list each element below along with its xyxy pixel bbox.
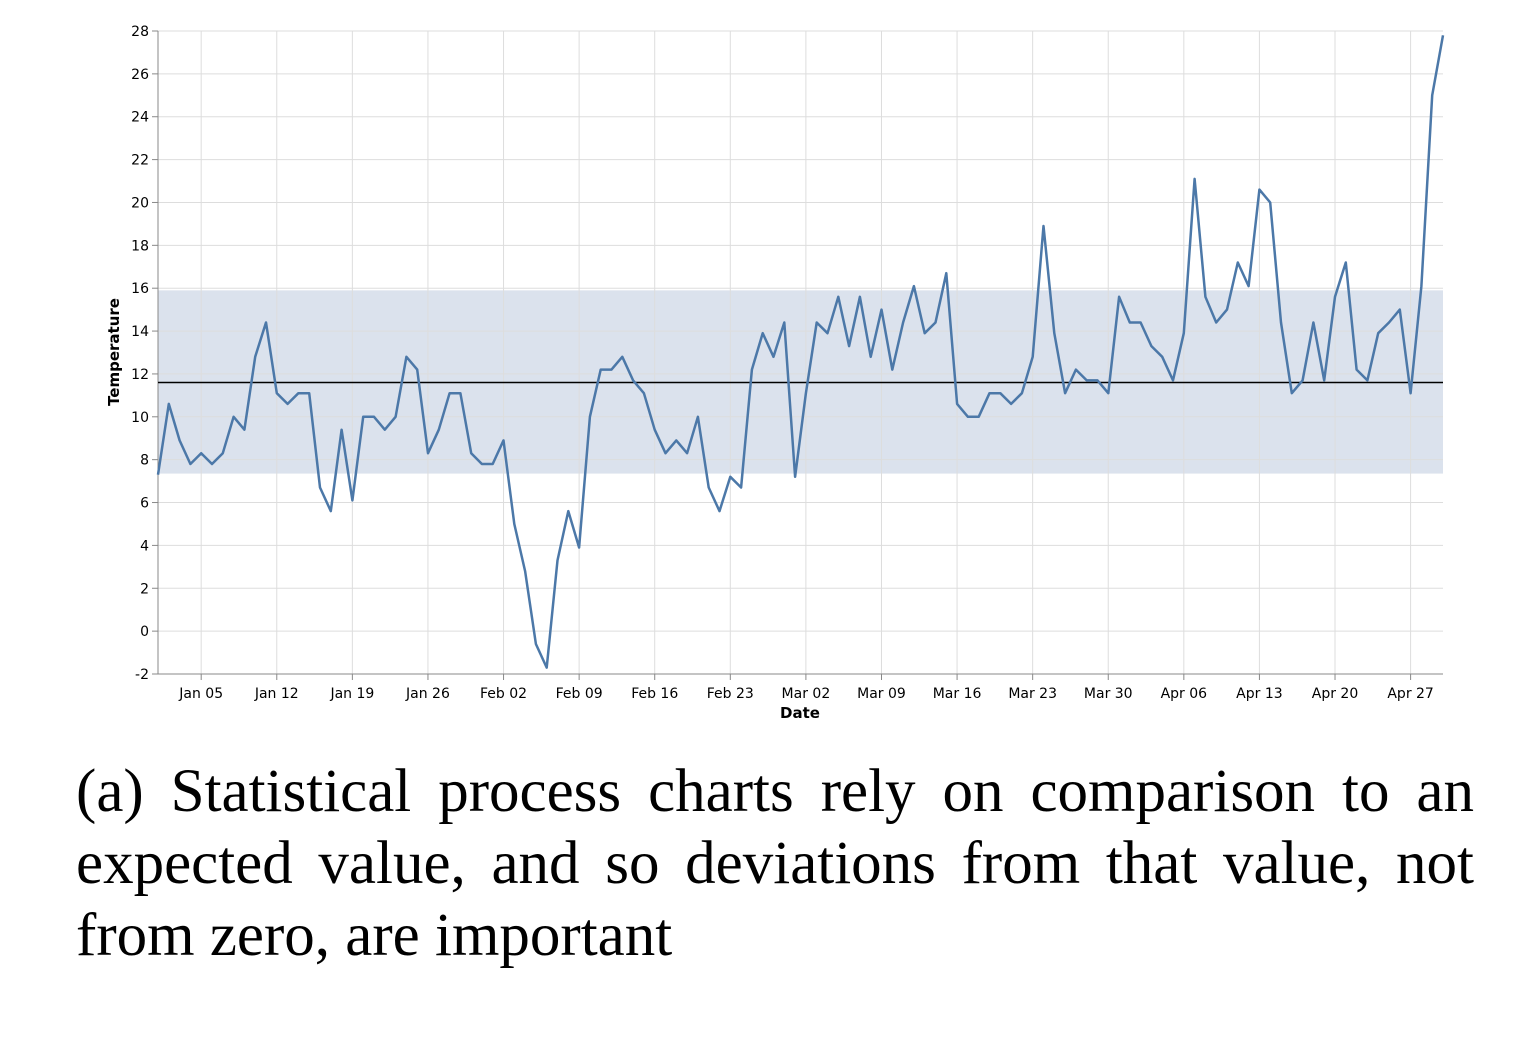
y-tick-label: 12	[131, 367, 149, 383]
y-tick-label: -2	[135, 667, 149, 683]
y-tick-label: 0	[140, 624, 149, 640]
x-tick-label: Jan 12	[254, 686, 299, 702]
y-tick-label: 2	[140, 581, 149, 597]
x-tick-label: Feb 16	[631, 686, 678, 702]
x-tick-label: Mar 16	[933, 686, 982, 702]
y-tick-label: 16	[131, 281, 149, 297]
chart: Date Temperature -2024681012141618202224…	[105, 24, 1445, 722]
y-axis-title: Temperature	[105, 298, 123, 406]
x-tick-label: Apr 13	[1236, 686, 1282, 702]
x-tick-label: Apr 06	[1161, 686, 1208, 702]
x-tick-label: Mar 30	[1084, 686, 1133, 702]
x-tick-label: Apr 20	[1312, 686, 1358, 702]
y-tick-label: 22	[131, 153, 149, 169]
x-axis-title: Date	[780, 704, 820, 722]
y-tick-label: 24	[131, 110, 149, 126]
y-tick-label: 28	[131, 24, 149, 40]
x-tick-label: Mar 09	[857, 686, 906, 702]
y-tick-label: 4	[140, 538, 149, 554]
y-tick-label: 8	[140, 453, 149, 469]
y-tick-label: 26	[131, 67, 149, 83]
x-tick-label: Feb 09	[556, 686, 603, 702]
y-tick-label: 20	[131, 195, 149, 211]
data-line	[156, 35, 1445, 669]
caption: (a) Statistical process charts rely on c…	[76, 758, 1474, 969]
x-tick-label: Jan 19	[329, 686, 374, 702]
y-tick-label: 10	[131, 410, 149, 426]
x-tick-label: Mar 02	[782, 686, 831, 702]
y-tick-label: 18	[131, 238, 149, 254]
y-tick-label: 6	[140, 496, 149, 512]
x-tick-label: Mar 23	[1008, 686, 1057, 702]
x-tick-label: Feb 02	[480, 686, 527, 702]
x-tick-label: Apr 27	[1387, 686, 1433, 702]
x-tick-label: Jan 05	[178, 686, 223, 702]
x-tick-label: Feb 23	[707, 686, 754, 702]
x-tick-label: Jan 26	[405, 686, 450, 702]
y-tick-label: 14	[131, 324, 149, 340]
